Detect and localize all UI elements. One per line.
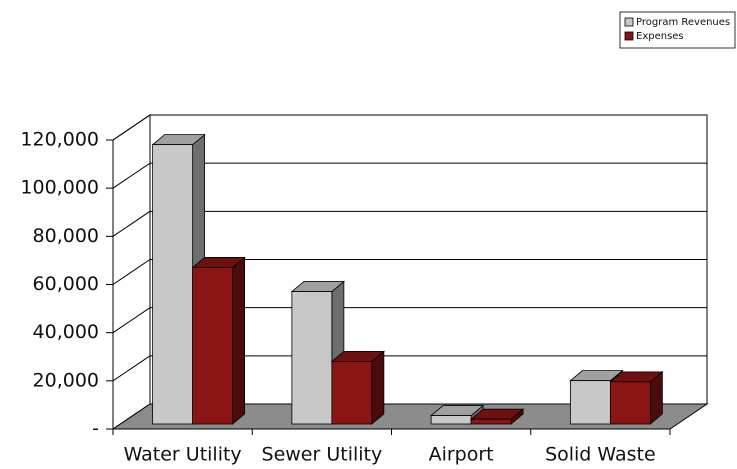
y-tick-label: 60,000 bbox=[33, 273, 99, 295]
bar bbox=[430, 415, 472, 425]
legend-box bbox=[619, 11, 736, 49]
grid-line-side bbox=[112, 114, 151, 141]
legend-swatch bbox=[624, 17, 634, 27]
bar-side bbox=[371, 350, 385, 425]
bar bbox=[331, 360, 373, 425]
bar bbox=[609, 381, 651, 425]
legend-swatch bbox=[624, 31, 634, 41]
y-tick-label: - bbox=[92, 418, 99, 440]
bar bbox=[569, 380, 611, 425]
y-tick-label: 80,000 bbox=[33, 225, 99, 247]
y-tick-label: 120,000 bbox=[20, 129, 99, 151]
x-tick-label: Airport bbox=[429, 444, 494, 466]
grid-line-side bbox=[112, 307, 151, 334]
grid-line-side bbox=[112, 259, 151, 285]
y-tick-label: 100,000 bbox=[20, 177, 99, 199]
bar-side bbox=[232, 256, 246, 425]
x-tick-label: Sewer Utility bbox=[262, 444, 383, 466]
legend-label: Expenses bbox=[636, 31, 684, 42]
bar bbox=[152, 144, 194, 425]
legend-label: Program Revenues bbox=[636, 17, 730, 28]
y-tick-label: 40,000 bbox=[33, 321, 99, 343]
y-tick-label: 20,000 bbox=[33, 369, 99, 391]
grid-line-side bbox=[112, 210, 151, 237]
grid-line-side bbox=[112, 355, 151, 382]
grid-line-side bbox=[112, 162, 151, 189]
bar bbox=[192, 267, 234, 425]
x-tick-label: Solid Waste bbox=[545, 444, 656, 466]
bar bbox=[470, 418, 512, 425]
bar bbox=[291, 291, 333, 425]
x-tick-label: Water Utility bbox=[124, 444, 242, 466]
